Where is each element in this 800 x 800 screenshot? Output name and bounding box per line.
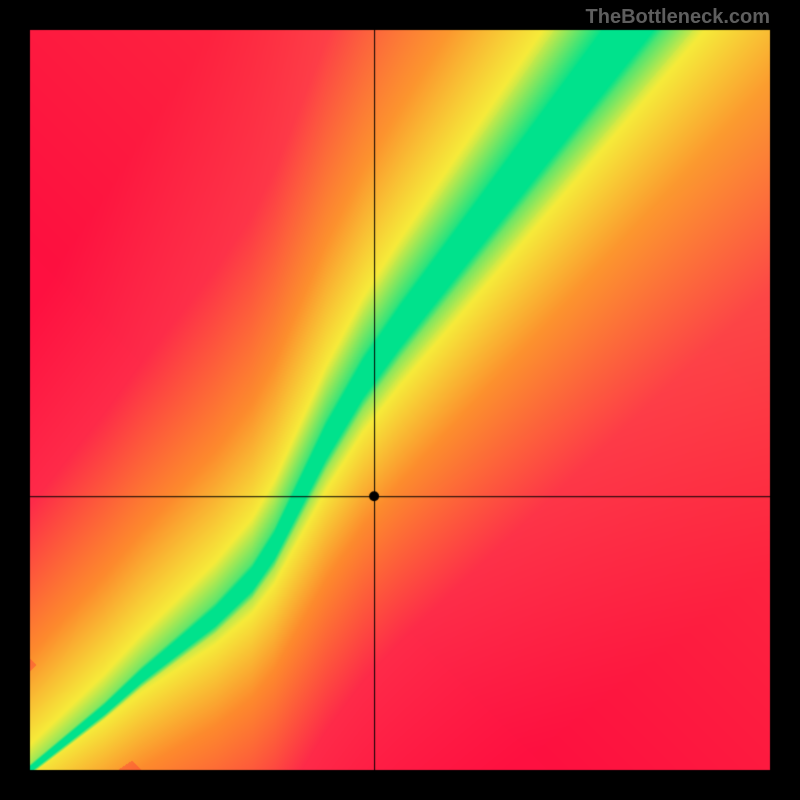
watermark-text: TheBottleneck.com (586, 6, 770, 29)
bottleneck-heatmap (0, 0, 800, 800)
chart-container: TheBottleneck.com (0, 0, 800, 800)
